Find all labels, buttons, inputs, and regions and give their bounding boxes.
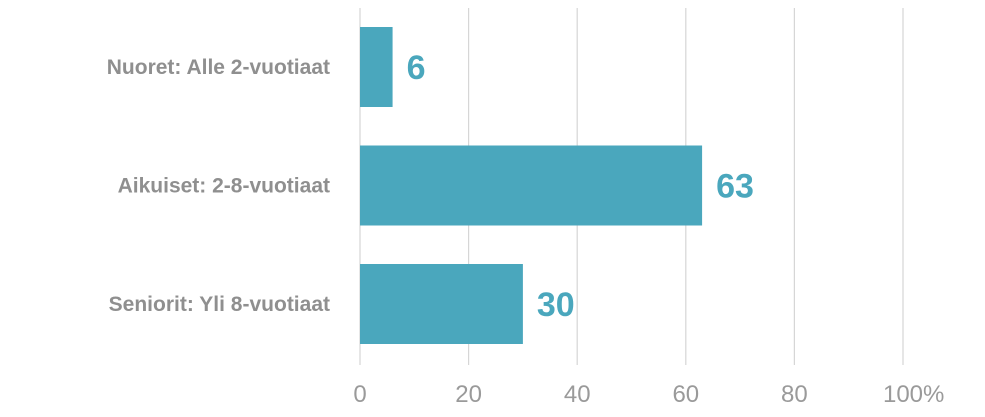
category-label-1: Aikuiset: 2-8-vuotiaat [118, 175, 330, 198]
bar-2 [360, 264, 523, 344]
x-tick-label-100: 100 [883, 381, 923, 408]
bar-0 [360, 27, 393, 107]
x-tick-label-40: 40 [564, 381, 591, 408]
value-label-2: 30 [537, 286, 575, 324]
bars [360, 27, 703, 344]
x-tick-label-60: 60 [672, 381, 699, 408]
x-axis-ticks: 0 20 40 60 80 100% [353, 381, 944, 408]
bar-1 [360, 145, 703, 226]
x-axis-unit: % [923, 381, 944, 408]
x-tick-label-0: 0 [353, 381, 366, 408]
value-labels: 6 63 30 [407, 49, 754, 324]
category-label-0: Nuoret: Alle 2-vuotiaat [107, 56, 330, 79]
x-tick-label-20: 20 [455, 381, 482, 408]
value-label-0: 6 [407, 49, 426, 87]
category-labels: Nuoret: Alle 2-vuotiaat Aikuiset: 2-8-vuo… [107, 56, 330, 316]
value-label-1: 63 [716, 168, 754, 206]
category-label-2: Seniorit: Yli 8-vuotiaat [109, 293, 330, 316]
x-tick-label-80: 80 [781, 381, 808, 408]
